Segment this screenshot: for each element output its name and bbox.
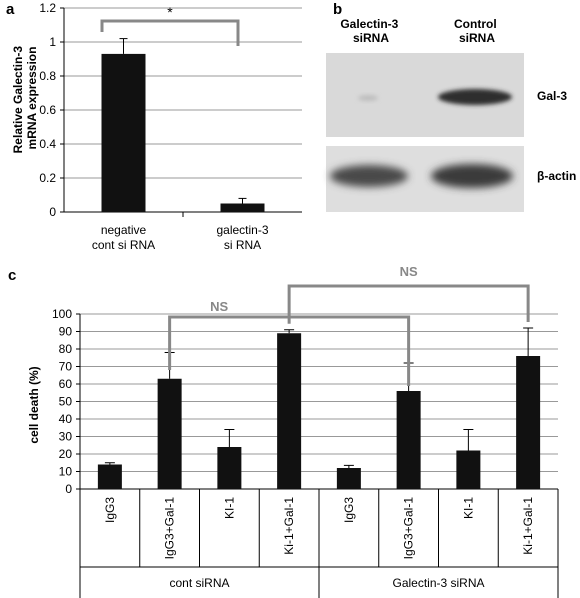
blot-gal3-band-control-sirna (438, 89, 512, 105)
panel-a-significance-bracket (100, 19, 240, 46)
panel-a-y-tick-label: 0.8 (39, 69, 56, 83)
panel-c-bar (396, 391, 421, 489)
panel-c-category-label: KI-1 (461, 497, 475, 519)
panel-a-y-axis-label: Relative Galectin-3 mRNA expression (11, 43, 39, 154)
panel-c-category-label: IgG3+Gal-1 (163, 497, 177, 560)
panel-a-category-label: galectin-3 (216, 223, 268, 237)
panel-c-bar (336, 468, 361, 489)
panel-a-bar (220, 203, 265, 212)
blot-actin-band-control-sirna (431, 164, 513, 188)
panel-c-y-tick-label: 90 (59, 325, 73, 339)
panel-c-y-axis-label: cell death (%) (27, 366, 41, 443)
panel-c-bar (157, 378, 182, 489)
panel-a-chart: Relative Galectin-3 mRNA expression 0 0.2… (11, 1, 302, 252)
panel-a-y-tick-label: 0.2 (39, 171, 56, 185)
panel-c-y-tick-label: 60 (59, 377, 73, 391)
panel-c-y-tick-label: 100 (52, 307, 72, 321)
panel-c-chart: cell death (%) 0 10 20 30 40 50 60 70 80 90 100 IgG… (27, 264, 559, 598)
panel-c-y-tick-label: 10 (59, 465, 73, 479)
panel-c-category-label: Ki-1+Gal-1 (521, 497, 535, 555)
panel-c-y-tick-label: 30 (59, 430, 73, 444)
panel-c-category-label: IgG3 (103, 497, 117, 523)
panel-c-category-label: Ki-1+Gal-1 (282, 497, 296, 555)
panel-a-category-label: si RNA (224, 238, 261, 252)
blot-column-label-1-line2: siRNA (353, 31, 389, 45)
panel-c-category-label: IgG3+Gal-1 (402, 497, 416, 560)
panel-c-bar (516, 356, 541, 489)
panel-label-b: b (333, 1, 342, 18)
panel-c-category-label: IgG3 (342, 497, 356, 523)
panel-a-y-tick-label: 0.4 (39, 137, 56, 151)
blot-band-label-actin: β-actin (537, 169, 576, 183)
panel-c-bar (97, 464, 122, 489)
panel-c-comparison-bracket (287, 284, 530, 324)
panel-a-y-tick-label: 0 (49, 205, 56, 219)
panel-c-bar (456, 450, 481, 489)
panel-a-y-tick-label: 0.6 (39, 103, 56, 117)
blot-actin-band-galectin3-sirna (330, 165, 408, 187)
blot-column-label-2-line1: Control (454, 17, 497, 31)
panel-c-y-tick-label: 50 (59, 395, 73, 409)
blot-column-label-2-line2: siRNA (459, 31, 495, 45)
panel-label-a: a (6, 1, 15, 18)
panel-a-y-label-line1: Relative Galectin-3 (11, 46, 25, 154)
panel-c-category-label: KI-1 (222, 497, 236, 519)
panel-c-group-label: Galectin-3 siRNA (392, 576, 484, 590)
blot-band-label-gal3: Gal-3 (537, 89, 567, 103)
blot-column-label-1-line1: Galectin-3 (340, 17, 398, 31)
panel-a-significance-marker: * (167, 4, 173, 20)
blot-column-label-1: Galectin-3 siRNA (340, 17, 401, 45)
blot-gal3-band-galectin3-sirna (358, 95, 378, 101)
panel-c-y-tick-label: 70 (59, 360, 73, 374)
panel-a-y-tick-label: 1.2 (39, 1, 56, 15)
panel-c-y-tick-label: 20 (59, 447, 73, 461)
panel-c-y-tick-label: 40 (59, 412, 73, 426)
panel-c-bar (277, 333, 302, 489)
blot-column-label-2: Control siRNA (454, 17, 500, 45)
panel-c-group-label: cont siRNA (169, 576, 229, 590)
panel-c-comparison-label: NS (210, 299, 228, 314)
panel-c-comparison-label: NS (400, 264, 418, 279)
panel-c-y-tick-label: 80 (59, 342, 73, 356)
panel-a-bar (101, 53, 146, 213)
panel-b-western-blot: Galectin-3 siRNA Control siRNA Gal-3 β-a… (326, 17, 576, 212)
panel-a-y-label-line2: mRNA expression (25, 47, 39, 150)
panel-a-category-label: cont si RNA (92, 238, 155, 252)
panel-c-bar (217, 447, 242, 489)
panel-a-y-tick-label: 1 (49, 35, 56, 49)
panel-label-c: c (8, 267, 16, 284)
panel-a-category-label: negative (101, 223, 147, 237)
panel-c-y-tick-label: 0 (65, 482, 72, 496)
